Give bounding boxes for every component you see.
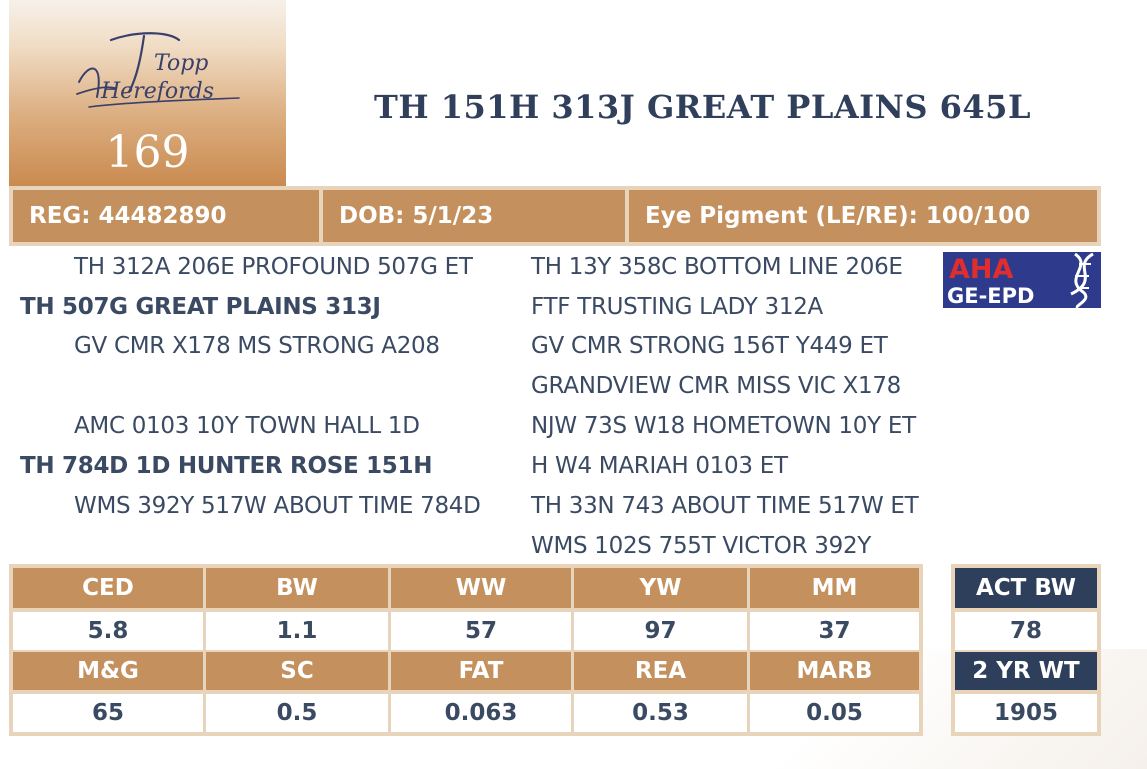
epd-value-mm: 37 (750, 612, 919, 650)
epd-header-marb: MARB (750, 652, 919, 690)
pedigree-great-5: NJW 73S W18 HOMETOWN 10Y ET (531, 413, 916, 439)
pedigree-great-6: H W4 MARIAH 0103 ET (531, 453, 788, 479)
epd-value-rea: 0.53 (574, 694, 747, 732)
pedigree-dam: TH 784D 1D HUNTER ROSE 151H (20, 453, 433, 479)
eye-pigment: Eye Pigment (LE/RE): 100/100 (625, 190, 1097, 242)
epd-header-bw: BW (206, 568, 388, 608)
epd-value-sc: 0.5 (206, 694, 388, 732)
dna-helix-icon: AHA GE-EPD (947, 252, 1094, 308)
act-bw-value: 78 (955, 612, 1097, 650)
epd-value-mg: 65 (13, 694, 203, 732)
two-yr-wt-value: 1905 (955, 694, 1097, 732)
epd-value-ced: 5.8 (13, 612, 203, 650)
pedigree-sire-sire: TH 312A 206E PROFOUND 507G ET (74, 254, 473, 280)
date-of-birth: DOB: 5/1/23 (319, 190, 625, 242)
info-bar: REG: 44482890 DOB: 5/1/23 Eye Pigment (L… (9, 186, 1101, 246)
aha-ge-epd-logo: AHA GE-EPD (943, 252, 1101, 308)
pedigree-great-4: GRANDVIEW CMR MISS VIC X178 (531, 373, 901, 399)
epd-header-rea: REA (574, 652, 747, 690)
animal-name-title: TH 151H 313J GREAT PLAINS 645L (374, 88, 1031, 126)
pedigree-great-8: WMS 102S 755T VICTOR 392Y (531, 533, 872, 559)
pedigree-sire-dam: GV CMR X178 MS STRONG A208 (74, 333, 440, 359)
reg-number: REG: 44482890 (29, 203, 227, 229)
topp-herefords-logo: Topp Herefords (76, 32, 240, 108)
pedigree-sire: TH 507G GREAT PLAINS 313J (20, 294, 381, 320)
epd-header-mg: M&G (13, 652, 203, 690)
two-yr-wt-label: 2 YR WT (955, 652, 1097, 690)
aha-logo-line2: GE-EPD (947, 284, 1034, 308)
epd-header-ww: WW (391, 568, 571, 608)
lot-logo-block: Topp Herefords 169 (9, 0, 286, 186)
epd-header-mm: MM (750, 568, 919, 608)
epd-table: CED BW WW YW MM 5.8 1.1 57 97 37 M&G SC … (9, 564, 923, 736)
epd-value-bw: 1.1 (206, 612, 388, 650)
act-bw-label: ACT BW (955, 568, 1097, 608)
pedigree-great-7: TH 33N 743 ABOUT TIME 517W ET (531, 493, 919, 519)
epd-value-fat: 0.063 (391, 694, 571, 732)
logo-text-herefords: Herefords (100, 79, 214, 104)
pedigree-dam-sire: AMC 0103 10Y TOWN HALL 1D (74, 413, 420, 439)
epd-header-fat: FAT (391, 652, 571, 690)
epd-header-sc: SC (206, 652, 388, 690)
epd-header-yw: YW (574, 568, 747, 608)
epd-header-ced: CED (13, 568, 203, 608)
epd-value-yw: 97 (574, 612, 747, 650)
pedigree-great-3: GV CMR STRONG 156T Y449 ET (531, 333, 888, 359)
lot-number: 169 (105, 127, 190, 178)
epd-value-marb: 0.05 (750, 694, 919, 732)
logo-text-topp: Topp (154, 51, 208, 76)
pedigree-great-1: TH 13Y 358C BOTTOM LINE 206E (531, 254, 903, 280)
pedigree-dam-dam: WMS 392Y 517W ABOUT TIME 784D (74, 493, 481, 519)
aha-logo-line1: AHA (949, 254, 1013, 285)
pedigree-great-2: FTF TRUSTING LADY 312A (531, 294, 823, 320)
actuals-table: ACT BW 78 2 YR WT 1905 (951, 564, 1101, 736)
epd-value-ww: 57 (391, 612, 571, 650)
